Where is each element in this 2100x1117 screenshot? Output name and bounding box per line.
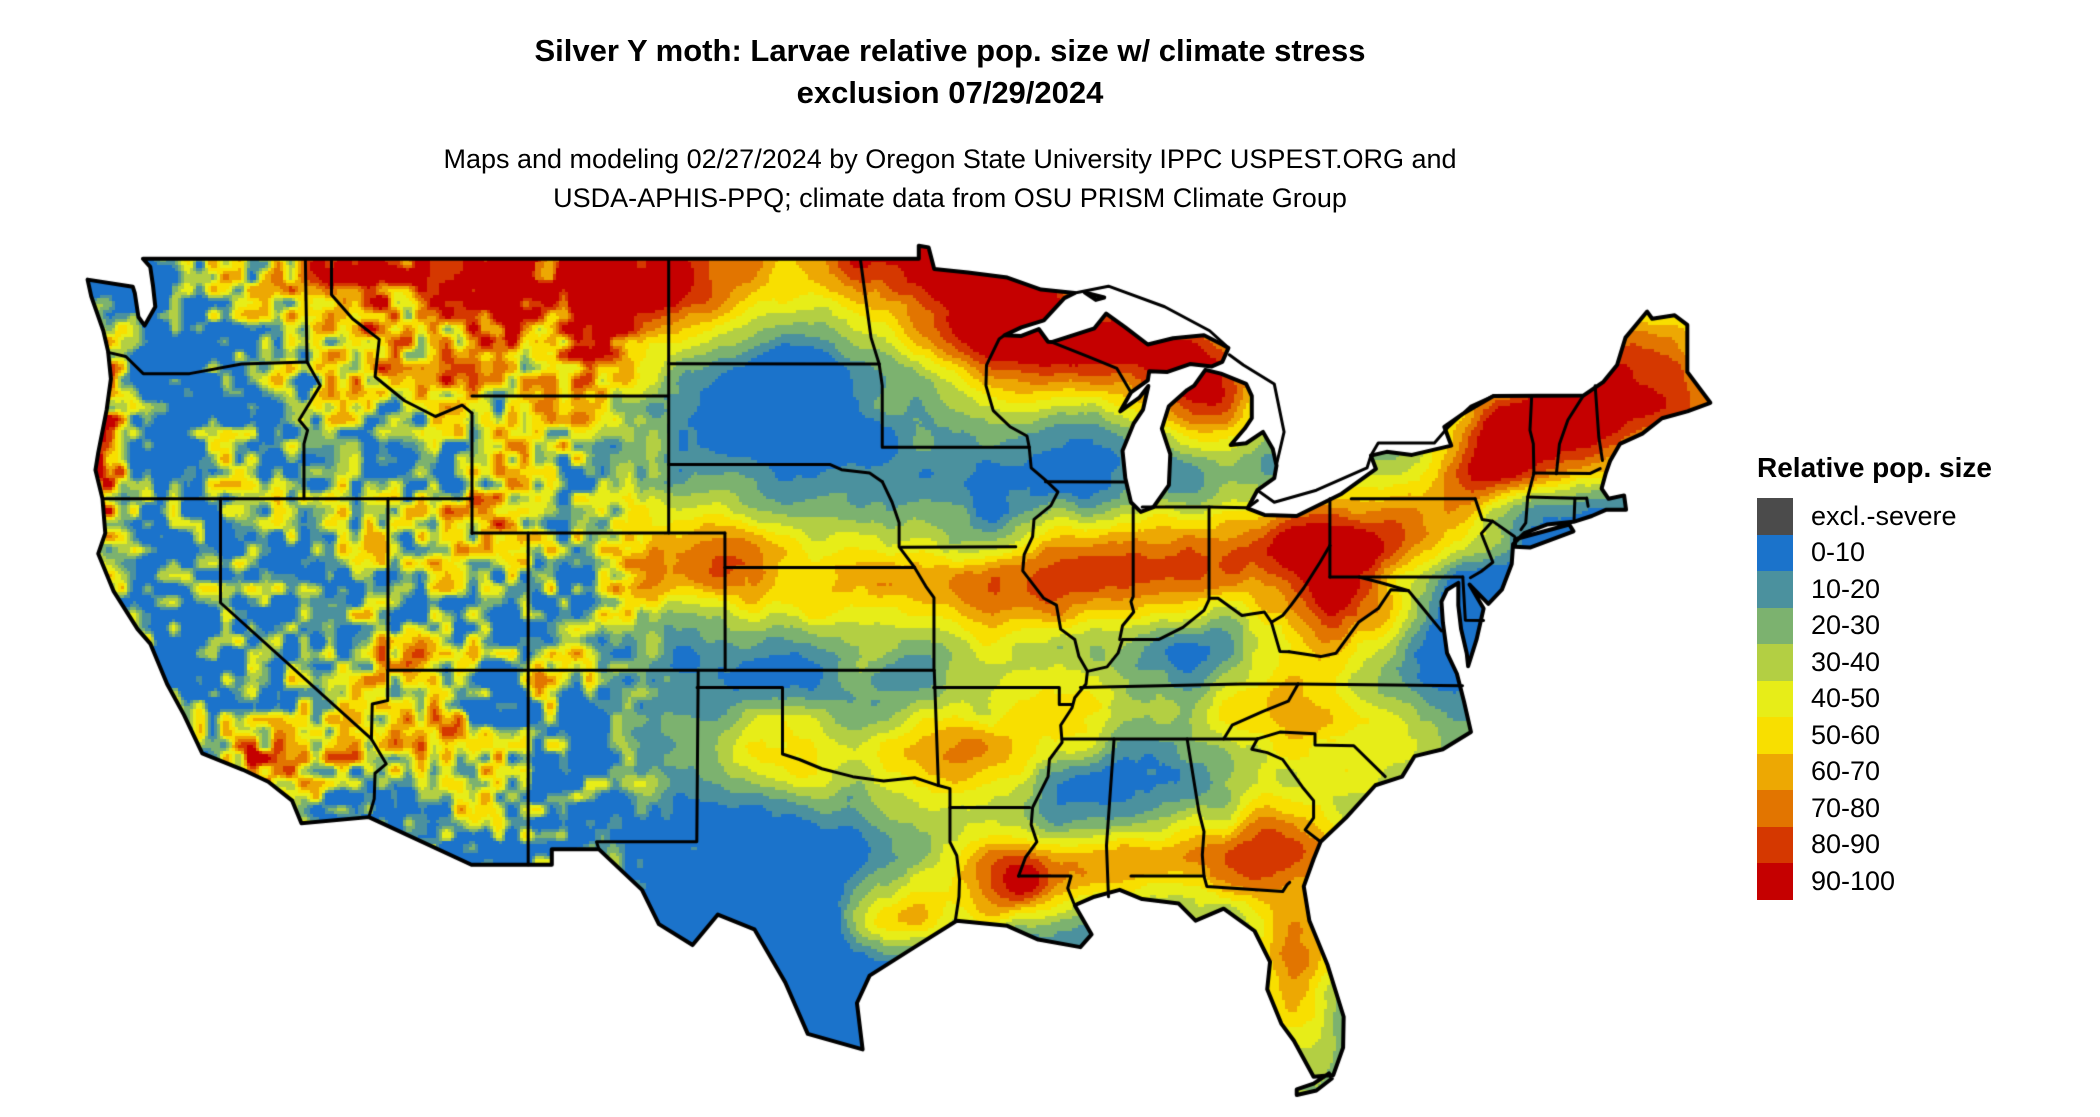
- legend-item: 20-30: [1757, 607, 1992, 644]
- legend-color-swatch: [1757, 571, 1793, 608]
- legend-class-label: 30-40: [1811, 646, 1881, 677]
- legend-class-label: 70-80: [1811, 792, 1881, 823]
- legend-color-swatch: [1757, 826, 1793, 863]
- figure-subtitle: Maps and modeling 02/27/2024 by Oregon S…: [0, 140, 1900, 218]
- legend-class-label: 90-100: [1811, 865, 1896, 896]
- legend-color-swatch: [1757, 753, 1793, 790]
- figure-subtitle-line1: Maps and modeling 02/27/2024 by Oregon S…: [443, 144, 1457, 174]
- figure-title-line1: Silver Y moth: Larvae relative pop. size…: [534, 33, 1366, 68]
- legend-color-swatch: [1757, 498, 1793, 535]
- legend-color-swatch: [1757, 863, 1793, 900]
- legend-color-swatch: [1757, 607, 1793, 644]
- legend-color-swatch: [1757, 644, 1793, 681]
- legend-item: 50-60: [1757, 717, 1992, 754]
- legend-rows: excl.-severe 0-10 10-20 20-30 30-40 40-50 50-6…: [1757, 498, 1992, 900]
- legend-item: 40-50: [1757, 680, 1992, 717]
- legend-class-label: 40-50: [1811, 683, 1881, 714]
- legend-title: Relative pop. size: [1757, 452, 1992, 483]
- legend-color-swatch: [1757, 680, 1793, 717]
- legend-color-swatch: [1757, 790, 1793, 827]
- legend-class-label: 0-10: [1811, 537, 1866, 568]
- legend-item: 60-70: [1757, 753, 1992, 790]
- legend-color-swatch: [1757, 534, 1793, 571]
- map-legend: Relative pop. size excl.-severe 0-10 10-20…: [1757, 452, 1992, 900]
- us-risk-map: [70, 238, 1750, 1117]
- legend-class-label: 50-60: [1811, 719, 1881, 750]
- legend-item: 80-90: [1757, 826, 1992, 863]
- legend-item: 90-100: [1757, 863, 1992, 900]
- figure-title-line2: exclusion 07/29/2024: [796, 75, 1104, 110]
- figure-title: Silver Y moth: Larvae relative pop. size…: [0, 30, 1900, 114]
- legend-class-label: 80-90: [1811, 829, 1881, 860]
- legend-class-label: 60-70: [1811, 756, 1881, 787]
- legend-class-label: 10-20: [1811, 573, 1881, 604]
- legend-item: 10-20: [1757, 571, 1992, 608]
- legend-item: 30-40: [1757, 644, 1992, 681]
- legend-item: excl.-severe: [1757, 498, 1992, 535]
- legend-item: 0-10: [1757, 534, 1992, 571]
- legend-item: 70-80: [1757, 790, 1992, 827]
- legend-class-label: 20-30: [1811, 610, 1881, 641]
- figure-subtitle-line2: USDA-APHIS-PPQ; climate data from OSU PR…: [553, 183, 1347, 213]
- legend-color-swatch: [1757, 717, 1793, 754]
- legend-class-label: excl.-severe: [1811, 500, 1957, 531]
